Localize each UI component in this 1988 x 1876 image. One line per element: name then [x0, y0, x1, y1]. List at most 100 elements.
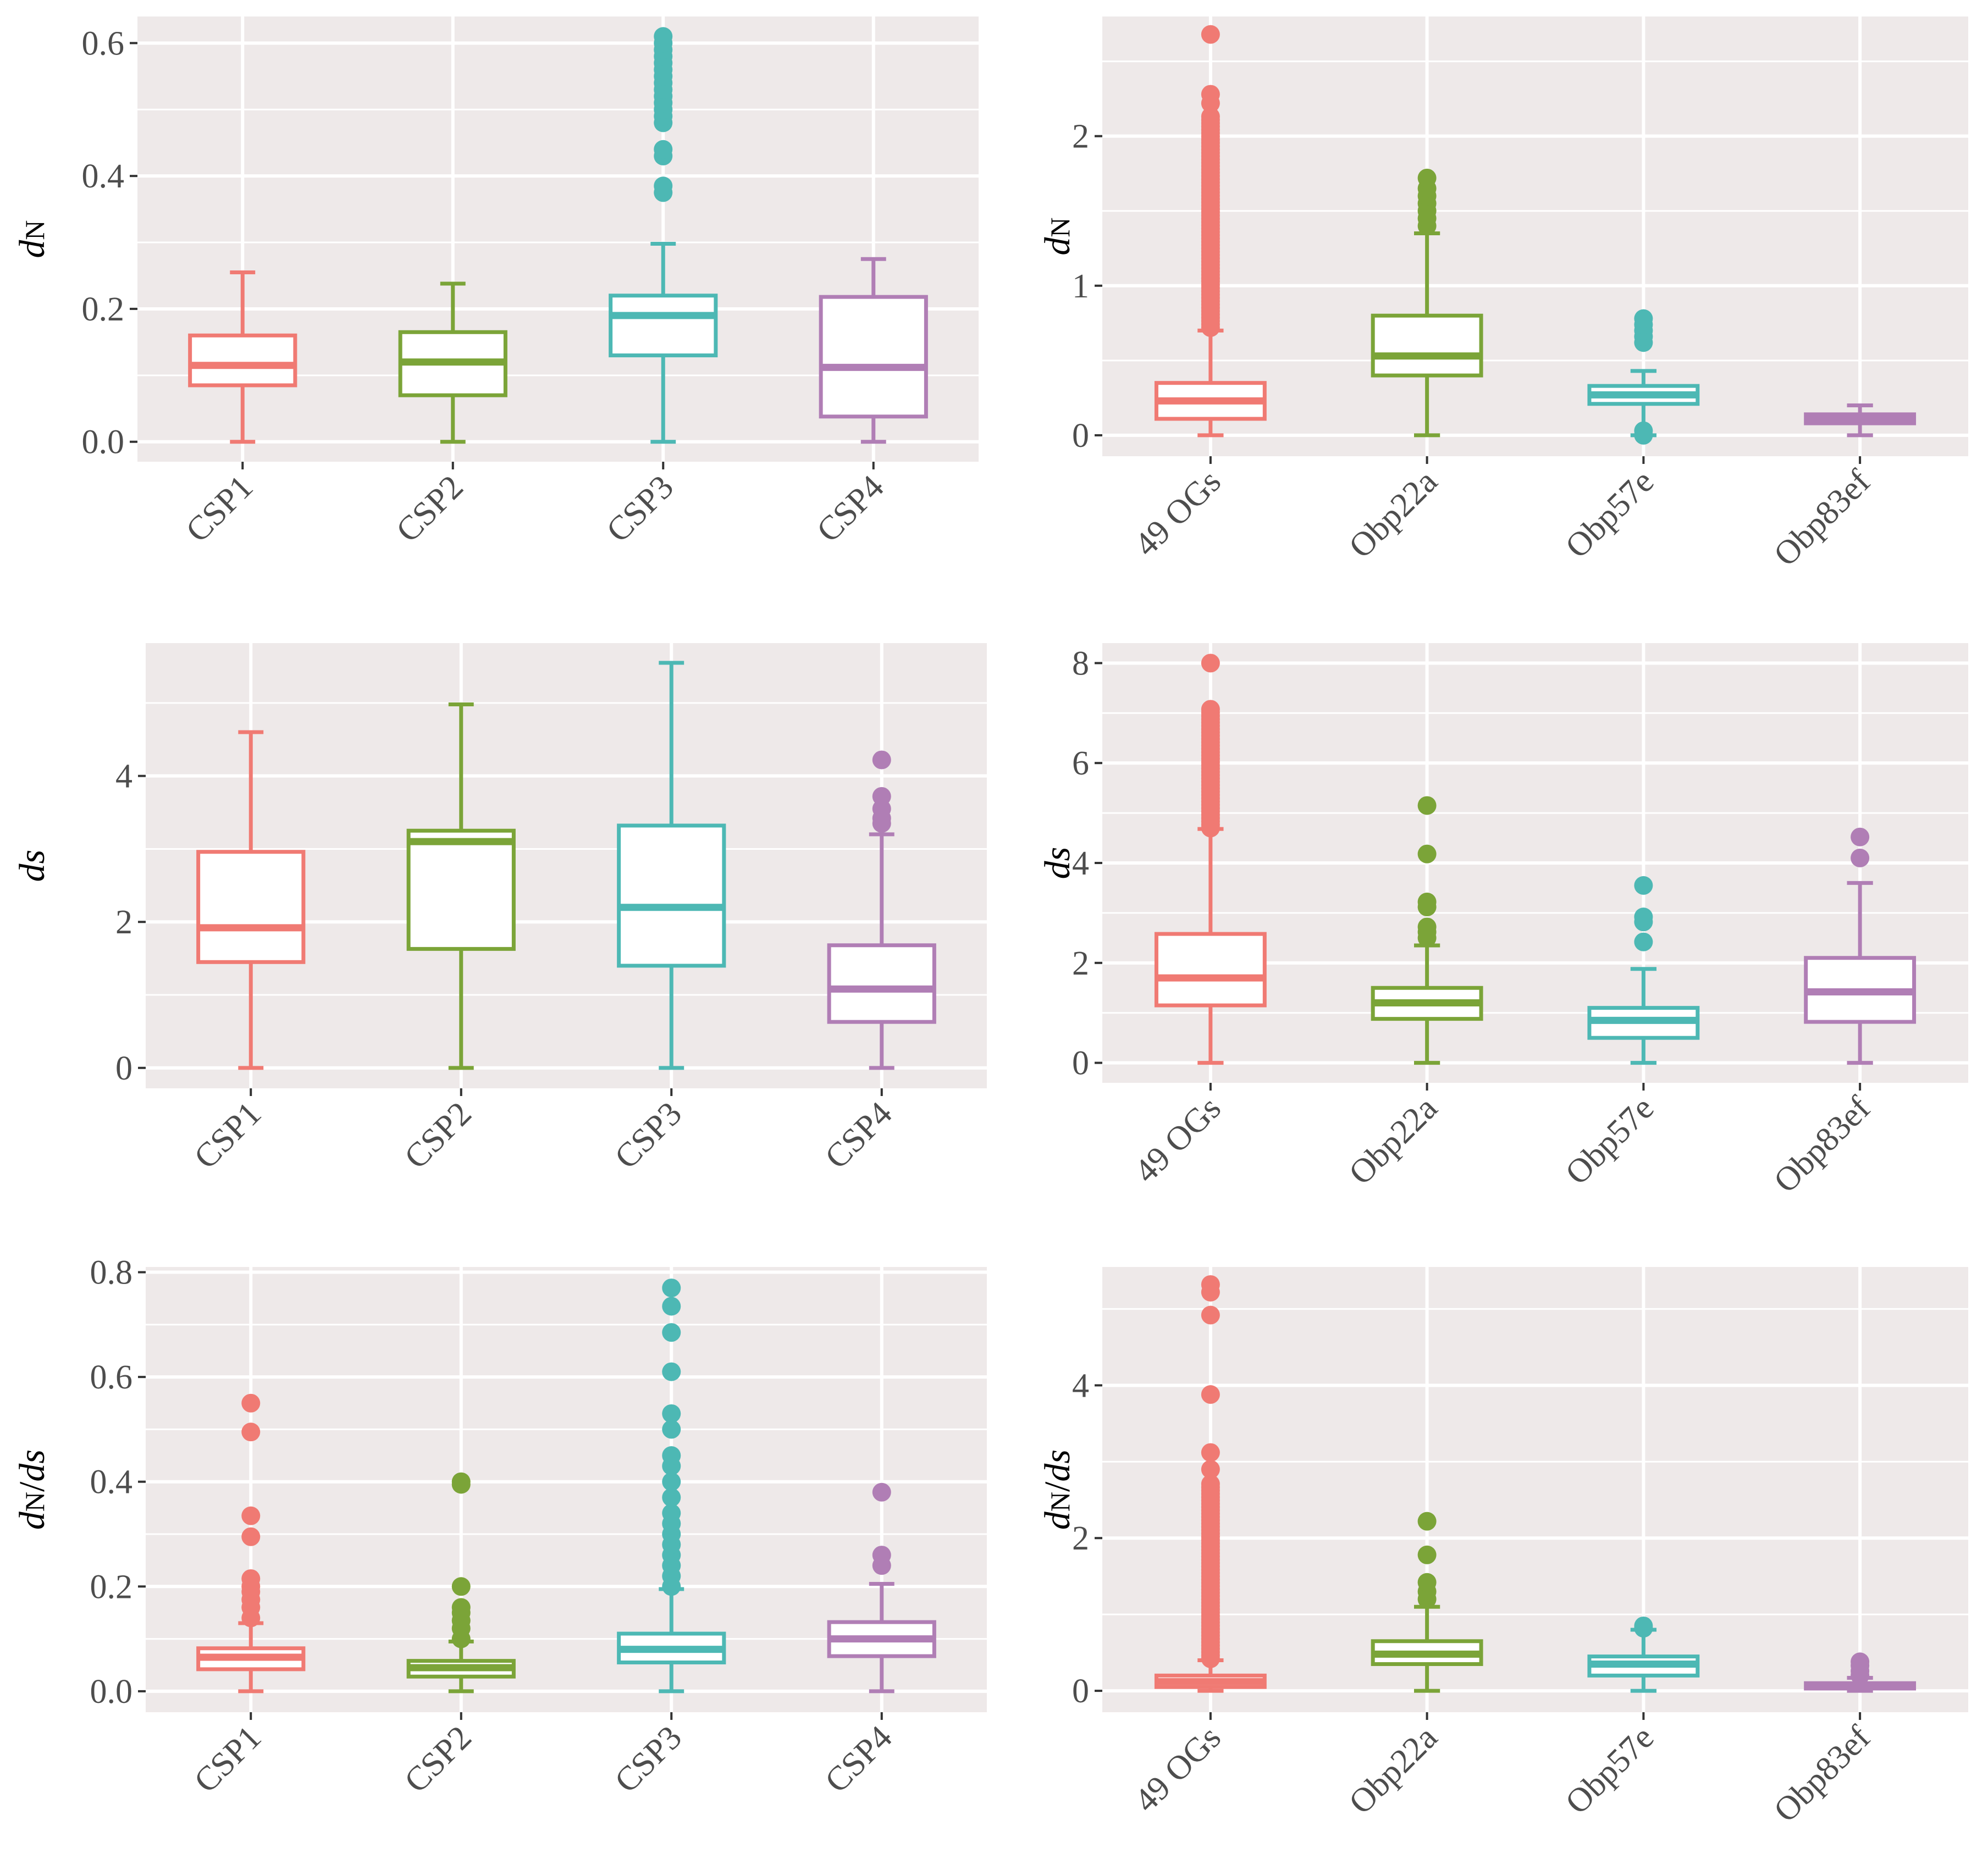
iqr-box	[1371, 313, 1483, 378]
box-csp2	[406, 702, 516, 1070]
outlier-point	[1201, 85, 1220, 104]
y-axis-title: dN	[12, 220, 52, 258]
plot-background	[1102, 1267, 1968, 1712]
box-csp2	[406, 1472, 516, 1694]
y-tick-label: 8	[1072, 645, 1089, 682]
outlier-point	[1634, 1617, 1653, 1636]
outlier-point	[1634, 932, 1653, 951]
y-tick-label: 4	[1072, 845, 1089, 882]
outlier-point	[1417, 844, 1437, 864]
y-tick-label: 0	[1072, 417, 1089, 455]
box-csp3	[617, 1279, 726, 1694]
y-axis-title: ds	[1037, 847, 1078, 879]
iqr-box	[819, 295, 928, 419]
box-csp4	[819, 257, 928, 444]
outlier-point	[1634, 876, 1653, 895]
outlier-point	[1417, 892, 1437, 911]
y-tick-label: 0.2	[90, 1568, 133, 1606]
y-tick-label: 6	[1072, 745, 1089, 782]
box-obp22a	[1371, 1512, 1483, 1693]
outlier-point	[662, 1420, 681, 1439]
y-tick-label: 0.8	[90, 1254, 133, 1292]
y-tick-label: 4	[1072, 1367, 1089, 1404]
y-axis-title: dN/ds	[1037, 1449, 1078, 1530]
outlier-point	[662, 1297, 681, 1316]
outlier-point	[662, 1472, 681, 1491]
iqr-box	[827, 943, 936, 1024]
box-49-ogs	[1154, 654, 1267, 1065]
y-tick-label: 2	[1072, 1520, 1089, 1557]
outlier-point	[1201, 1474, 1220, 1493]
box-obp83ef	[1804, 403, 1917, 438]
outlier-point	[1201, 1385, 1220, 1404]
outlier-point	[662, 1279, 681, 1298]
box-obp57e	[1587, 1617, 1700, 1693]
iqr-box	[617, 823, 726, 968]
outlier-point	[1201, 700, 1220, 719]
outlier-point	[872, 787, 891, 806]
box-csp1	[196, 1393, 306, 1694]
y-tick-label: 0.2	[82, 291, 125, 328]
outlier-point	[1634, 907, 1653, 927]
box-obp22a	[1371, 168, 1483, 438]
box-49-ogs	[1154, 25, 1267, 438]
box-csp2	[398, 281, 507, 444]
y-axis-title: dN/ds	[12, 1449, 52, 1530]
outlier-point	[1201, 1460, 1220, 1479]
outlier-point	[872, 1546, 891, 1565]
y-tick-label: 2	[115, 904, 132, 941]
box-csp3	[617, 661, 726, 1070]
box-csp1	[188, 270, 297, 444]
outlier-point	[451, 1598, 471, 1617]
outlier-point	[241, 1527, 261, 1546]
y-axis-title: ds	[12, 850, 52, 882]
outlier-point	[1851, 827, 1870, 846]
outlier-point	[241, 1393, 261, 1413]
outlier-point	[662, 1503, 681, 1523]
outlier-point	[451, 1577, 471, 1596]
box-csp4	[827, 750, 936, 1070]
outlier-point	[241, 1569, 261, 1588]
outlier-point	[1417, 917, 1437, 937]
outlier-point	[1417, 1573, 1437, 1592]
box-obp57e	[1587, 876, 1700, 1065]
box-49-ogs	[1154, 1275, 1267, 1693]
box-csp3	[609, 27, 718, 444]
y-tick-label: 1	[1072, 268, 1089, 305]
y-tick-label: 0	[1072, 1673, 1089, 1710]
outlier-point	[662, 1446, 681, 1465]
iqr-box	[196, 850, 306, 964]
outlier-point	[1634, 421, 1653, 440]
outlier-point	[662, 1323, 681, 1342]
outlier-point	[241, 1423, 261, 1442]
outlier-point	[872, 1482, 891, 1502]
y-tick-label: 0	[115, 1050, 132, 1087]
outlier-point	[1201, 1275, 1220, 1294]
iqr-box	[406, 828, 516, 951]
outlier-point	[654, 140, 673, 159]
iqr-box	[188, 333, 297, 388]
outlier-point	[1201, 107, 1220, 126]
y-tick-label: 0.0	[82, 424, 125, 461]
box-obp22a	[1371, 796, 1483, 1065]
y-axis-title: dN	[1037, 217, 1078, 255]
outlier-point	[451, 1472, 471, 1491]
y-tick-label: 2	[1072, 118, 1089, 156]
outlier-point	[654, 27, 673, 46]
iqr-box	[609, 294, 718, 358]
outlier-point	[662, 1404, 681, 1423]
box-obp83ef	[1804, 1652, 1917, 1693]
y-tick-label: 2	[1072, 945, 1089, 982]
outlier-point	[1851, 1652, 1870, 1672]
outlier-point	[241, 1506, 261, 1525]
y-tick-label: 0.0	[90, 1673, 133, 1711]
y-tick-label: 0.4	[90, 1464, 133, 1501]
y-tick-label: 0.6	[82, 25, 125, 62]
y-tick-label: 0.6	[90, 1359, 133, 1396]
box-csp4	[827, 1482, 936, 1694]
outlier-point	[1201, 654, 1220, 673]
